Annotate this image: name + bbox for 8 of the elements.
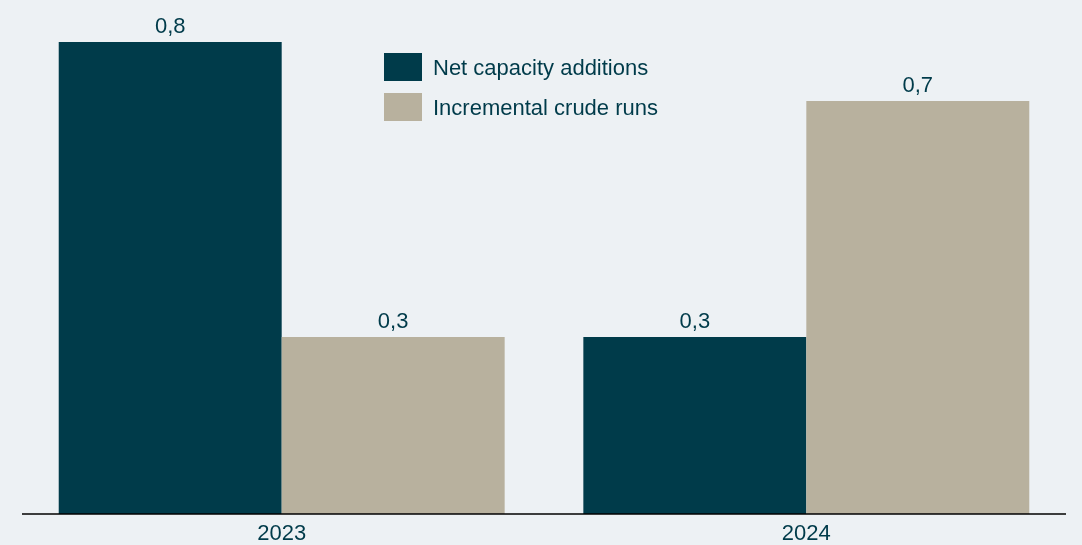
data-label: 0,3 xyxy=(679,308,711,333)
data-label: 0,7 xyxy=(902,72,934,97)
x-tick-label: 2024 xyxy=(781,520,831,545)
legend-label: Incremental crude runs xyxy=(433,95,658,120)
x-tick-label: 2023 xyxy=(257,520,307,545)
legend-label: Net capacity additions xyxy=(433,55,649,80)
data-label: 0,8 xyxy=(154,13,186,38)
data-label: 0,3 xyxy=(377,308,409,333)
